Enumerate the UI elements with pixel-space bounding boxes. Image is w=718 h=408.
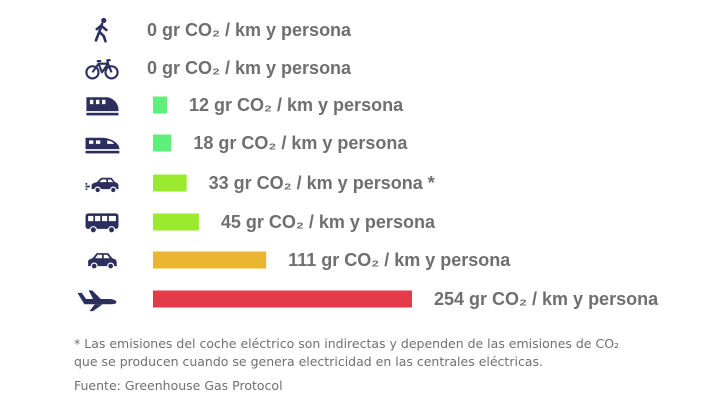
chart-row-airplane: 254 gr CO₂ / km y persona: [77, 289, 659, 312]
source-note: Fuente: Greenhouse Gas Protocol: [74, 378, 283, 393]
value-label-walking: 0 gr CO₂ / km y persona: [147, 20, 352, 40]
high-speed-train-icon: [85, 137, 120, 154]
walking-person-icon: [94, 17, 109, 43]
chart-row-walking: 0 gr CO₂ / km y persona: [94, 17, 352, 43]
value-label-bicycle: 0 gr CO₂ / km y persona: [147, 58, 352, 78]
bar-car: [153, 251, 267, 269]
electric-car-icon: [84, 176, 120, 194]
bar-electric-car: [153, 174, 187, 192]
bar-train: [153, 96, 167, 114]
value-label-train: 12 gr CO₂ / km y persona: [189, 95, 404, 115]
chart-row-electric-car: 33 gr CO₂ / km y persona *: [84, 173, 435, 194]
train-icon: [86, 97, 119, 116]
airplane-icon: [77, 290, 117, 312]
footnote-line-2: que se producen cuando se genera electri…: [74, 354, 543, 369]
bar-bus: [153, 213, 199, 231]
chart-row-bus: 45 gr CO₂ / km y persona: [84, 212, 436, 234]
value-label-electric-car: 33 gr CO₂ / km y persona *: [209, 173, 435, 193]
chart-row-car: 111 gr CO₂ / km y persona: [87, 250, 511, 270]
chart-row-bicycle: 0 gr CO₂ / km y persona: [84, 58, 352, 80]
bicycle-icon: [84, 58, 120, 80]
bar-high-speed-train: [153, 134, 172, 152]
chart-row-high-speed-train: 18 gr CO₂ / km y persona: [85, 133, 408, 154]
chart-row-train: 12 gr CO₂ / km y persona: [86, 95, 404, 116]
car-icon: [87, 252, 118, 270]
value-label-high-speed-train: 18 gr CO₂ / km y persona: [193, 133, 408, 153]
footnote-line-1: * Las emisiones del coche eléctrico son …: [74, 336, 620, 351]
emissions-chart: 0 gr CO₂ / km y persona 0 gr CO₂ / km y p…: [77, 17, 659, 312]
bar-airplane: [153, 290, 412, 308]
value-label-airplane: 254 gr CO₂ / km y persona: [434, 289, 659, 309]
bus-icon: [84, 212, 120, 234]
value-label-bus: 45 gr CO₂ / km y persona: [221, 212, 436, 232]
value-label-car: 111 gr CO₂ / km y persona: [288, 250, 511, 270]
